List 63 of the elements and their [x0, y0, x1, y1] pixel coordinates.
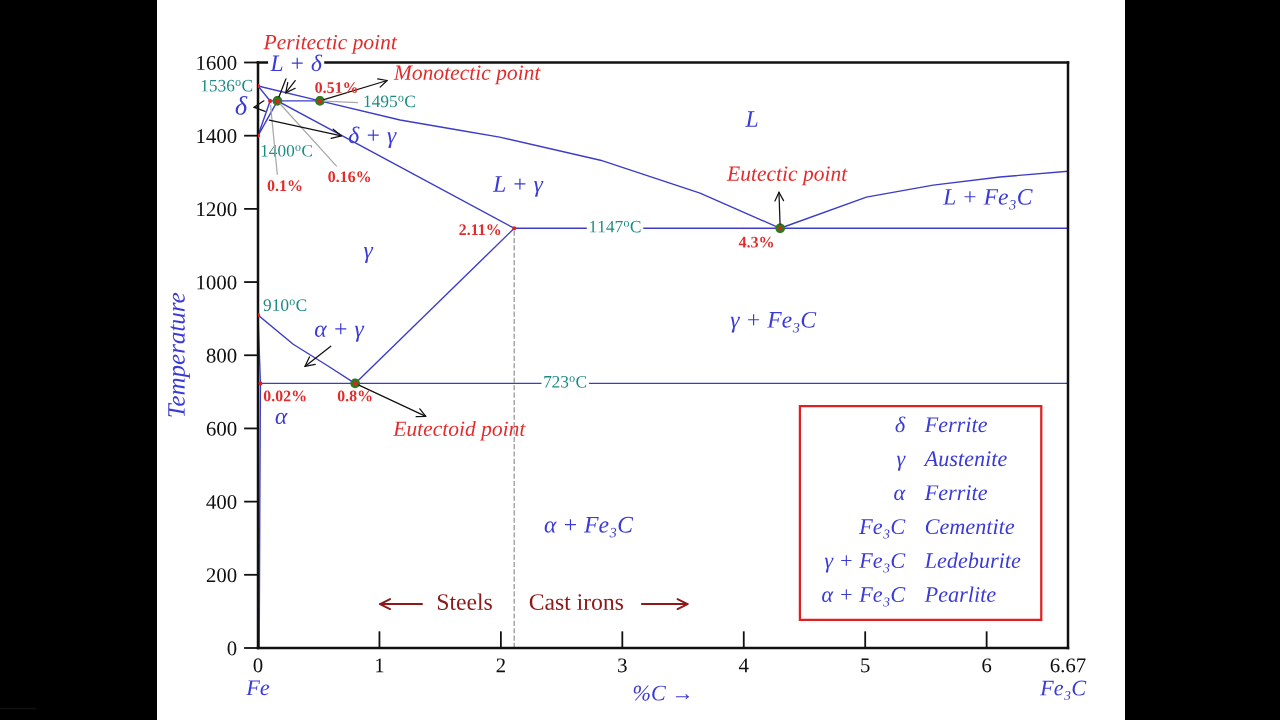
y-tick-label: 800: [206, 348, 237, 363]
x-tick-label: 1: [376, 658, 384, 673]
annotation: Eutectic point: [726, 166, 848, 186]
annotation: 4.3%: [738, 236, 774, 248]
annotation: L + δ: [270, 54, 323, 72]
annotation: γ: [363, 247, 374, 263]
annotation: Pearlite: [924, 586, 996, 603]
annotation: Ferrite: [924, 417, 988, 433]
annotation: Eutectoid point: [393, 420, 526, 441]
annotation: α: [894, 489, 906, 501]
y-tick-label: 200: [206, 568, 237, 583]
y-tick-label: 1600: [197, 55, 237, 70]
annotation: Peritectic point: [263, 34, 398, 54]
annotation: γ: [896, 455, 906, 471]
text: Fe₃C: [1040, 680, 1087, 700]
x-tick-label: 0: [253, 658, 263, 673]
y-tick-label: 1000: [197, 275, 237, 290]
y-tick-label: 400: [206, 495, 237, 510]
annotation: 1495$^{o}$C: [364, 95, 415, 108]
annotation: 1536$^{o}$C: [201, 79, 253, 92]
annotation: 2.11%: [459, 224, 501, 236]
annotation: α + Fe₃C: [822, 587, 906, 607]
y-tick-label: 1200: [197, 202, 237, 217]
annotation: 0.02%: [263, 390, 306, 402]
y-axis-title: Temperature: [168, 292, 190, 417]
annotation: 1147$^{o}$C: [590, 220, 641, 233]
annotation: 723$^{o}$C: [544, 375, 587, 388]
x-tick-label: 2: [496, 658, 505, 673]
annotation: Ferrite: [924, 485, 988, 501]
annotation: γ + Fe₃C: [730, 311, 817, 333]
y-tick-label: 600: [206, 421, 237, 436]
x-tick-label: 6.67: [1050, 658, 1086, 673]
annotation: L + Fe₃C: [942, 188, 1033, 210]
annotation: γ + Fe₃C: [824, 553, 906, 573]
annotation: 0.16%: [328, 171, 371, 183]
annotation: α: [275, 412, 288, 425]
annotation: 910$^{o}$C: [263, 299, 307, 311]
x-tick-label: 6: [982, 658, 992, 673]
annotation: Fe₃C: [859, 519, 906, 539]
x-tick-label: 5: [861, 658, 870, 673]
annotation: Cementite: [925, 519, 1015, 535]
x-tick-label: 3: [618, 658, 627, 673]
annotation: Steels: [437, 593, 492, 610]
annotation: α + γ: [314, 323, 365, 342]
annotation: δ: [895, 416, 906, 433]
y-tick-label: 1400: [197, 129, 237, 144]
annotation: L + γ: [492, 176, 544, 197]
annotation: Austenite: [923, 451, 1007, 467]
annotation: 0.1%: [267, 180, 302, 192]
annotation: 1400$^{o}$C: [261, 144, 313, 157]
annotation: Fe: [246, 680, 270, 696]
annotation: 0.51%: [315, 82, 358, 94]
annotation: L: [745, 111, 758, 127]
annotation: 0.8%: [337, 390, 372, 402]
annotation: δ + γ: [348, 126, 397, 149]
annotation: Monotectic point: [393, 65, 541, 85]
y-tick-label: 0: [227, 641, 237, 656]
text: δ: [235, 96, 248, 115]
annotation: α + Fe₃C: [544, 516, 634, 538]
annotation: Ledeburite: [924, 552, 1021, 569]
x-axis-title: %C →: [633, 685, 690, 701]
x-tick-label: 4: [738, 658, 749, 673]
annotation: Cast irons: [529, 594, 624, 610]
